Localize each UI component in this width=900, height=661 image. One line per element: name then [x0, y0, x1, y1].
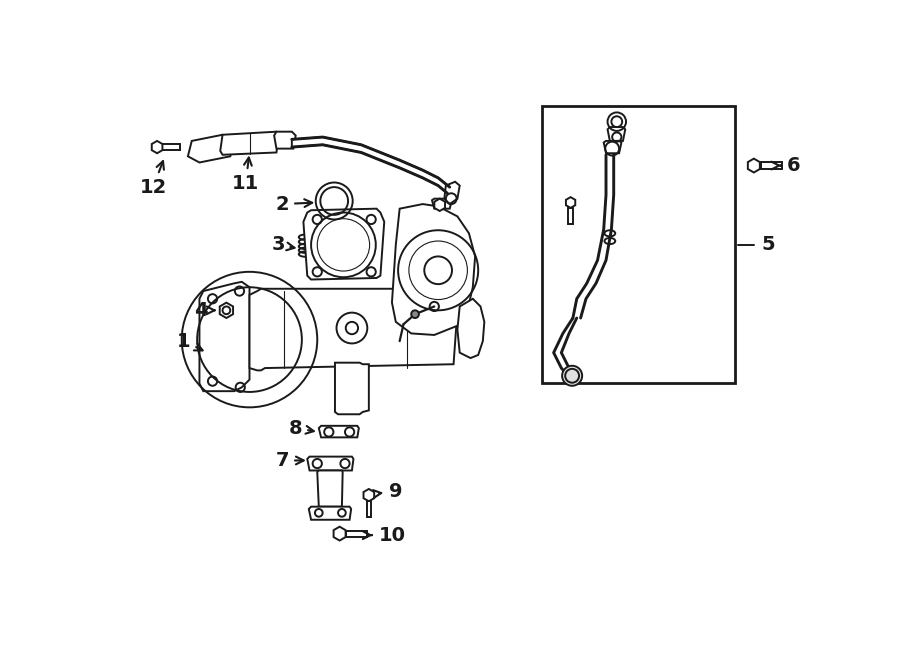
Polygon shape [566, 197, 575, 208]
Polygon shape [152, 141, 162, 153]
Polygon shape [432, 199, 452, 209]
Text: 9: 9 [373, 482, 402, 501]
Text: 5: 5 [761, 235, 775, 254]
Polygon shape [303, 209, 384, 280]
Polygon shape [568, 208, 573, 224]
Text: 1: 1 [177, 332, 202, 350]
Polygon shape [392, 204, 475, 335]
Polygon shape [760, 163, 781, 169]
Polygon shape [608, 127, 625, 141]
Bar [542, 106, 734, 383]
Polygon shape [457, 299, 484, 358]
Text: 6: 6 [771, 156, 801, 175]
Circle shape [562, 366, 582, 386]
Text: 2: 2 [275, 194, 312, 214]
Text: 12: 12 [140, 161, 166, 196]
Polygon shape [307, 457, 354, 471]
Polygon shape [364, 489, 374, 501]
Polygon shape [319, 426, 359, 438]
Text: 4: 4 [194, 301, 214, 320]
Polygon shape [334, 527, 346, 541]
Polygon shape [748, 159, 760, 173]
Polygon shape [604, 141, 621, 153]
Text: 7: 7 [276, 451, 303, 470]
Polygon shape [309, 507, 351, 520]
Text: 10: 10 [363, 525, 405, 545]
Polygon shape [220, 303, 233, 318]
Polygon shape [346, 531, 366, 537]
Polygon shape [435, 199, 445, 211]
Text: 3: 3 [271, 235, 294, 254]
Polygon shape [335, 363, 369, 414]
Polygon shape [274, 132, 296, 149]
Polygon shape [445, 182, 460, 204]
Polygon shape [220, 132, 279, 155]
Text: 8: 8 [289, 418, 314, 438]
Polygon shape [366, 501, 371, 517]
Polygon shape [200, 282, 249, 391]
Circle shape [411, 310, 418, 318]
Polygon shape [318, 471, 343, 507]
Polygon shape [158, 144, 180, 150]
Polygon shape [188, 135, 234, 163]
Text: 11: 11 [232, 157, 259, 193]
Polygon shape [292, 137, 450, 193]
Polygon shape [249, 289, 457, 370]
